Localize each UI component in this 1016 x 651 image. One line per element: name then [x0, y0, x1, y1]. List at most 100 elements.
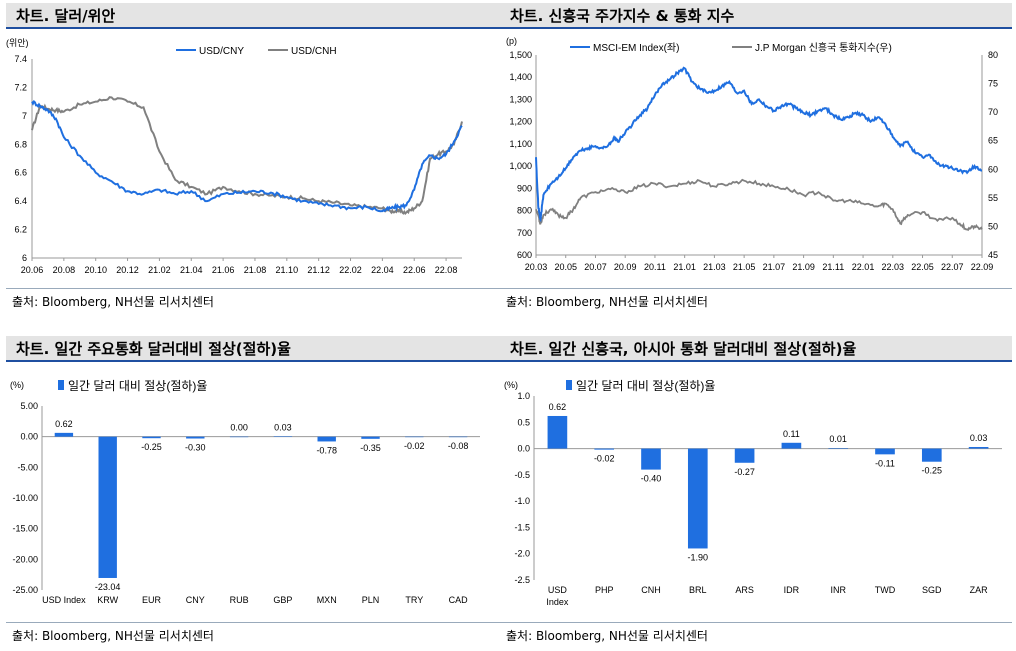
x-tick-label: 20.10	[84, 265, 107, 275]
x-tick-label: 22.04	[371, 265, 394, 275]
category-label: BRL	[689, 585, 707, 595]
category-label: RUB	[230, 595, 249, 605]
y-tick-label: -2.0	[514, 549, 530, 559]
y-tick-label: 6.8	[14, 139, 27, 149]
bar-php	[594, 448, 615, 450]
usdcny-chart: (위안) 6 6.2 6.4 6.6 6.8 7 7.2 7.4 20.06 20.08 20.10 2…	[6, 38, 463, 275]
y-tick-label: 5.00	[20, 401, 38, 411]
category-label: TRY	[405, 595, 423, 605]
bar-rub	[229, 436, 249, 438]
panel-major: 차트. 일간 주요통화 달러대비 절상(절하)율 (%) 일간 달러 대비 절상(…	[6, 336, 504, 648]
data-label: 0.62	[55, 419, 73, 429]
y-tick-label: 1.0	[517, 391, 530, 401]
data-label: -0.08	[448, 441, 469, 451]
bar-zar	[968, 446, 989, 449]
x-tick-label: 21.07	[763, 262, 786, 272]
x-tick-label: 20.09	[614, 262, 637, 272]
x-tick-label: 20.08	[53, 265, 76, 275]
y-left-tick-label: 1,500	[509, 50, 532, 60]
y-right-tick-label: 75	[988, 79, 998, 89]
bar-idr	[781, 442, 802, 449]
panel-title: 차트. 신흥국 주가지수 & 통화 지수	[500, 3, 1012, 29]
panel-title: 차트. 일간 주요통화 달러대비 절상(절하)율	[6, 336, 504, 362]
bar-inr	[828, 448, 849, 449]
x-tick-label: 21.06	[212, 265, 235, 275]
legend-swatch	[58, 380, 64, 390]
bar-pln	[361, 436, 380, 439]
x-tick-label: 22.01	[852, 262, 875, 272]
category-label: KRW	[97, 595, 118, 605]
data-label: 0.11	[783, 429, 800, 439]
y-left-tick-label: 1,200	[509, 117, 532, 127]
x-tick-label: 21.02	[148, 265, 171, 275]
panel-em: 차트. 일간 신흥국, 아시아 통화 달러대비 절상(절하)율 (%) 일간 달러…	[500, 336, 1012, 648]
category-label: PHP	[595, 585, 614, 595]
data-label: -1.90	[688, 552, 709, 562]
data-label: -0.02	[404, 441, 425, 451]
x-tick-label: 22.07	[941, 262, 964, 272]
y-tick-label: -15.00	[12, 524, 38, 534]
y-tick-label: -1.5	[514, 522, 530, 532]
unit-label: (위안)	[6, 38, 29, 48]
x-tick-label: 21.05	[733, 262, 756, 272]
category-label: CNY	[186, 595, 205, 605]
legend-label: J.P Morgan 신흥국 통화지수(우)	[755, 41, 892, 54]
category-label: CNH	[641, 585, 661, 595]
series-line-usd-cnh	[31, 96, 463, 216]
category-label: ZAR	[970, 585, 989, 595]
x-tick-label: 20.05	[554, 262, 577, 272]
data-label: -0.35	[360, 443, 381, 453]
y-right-tick-label: 50	[988, 221, 998, 231]
x-tick-label: 21.08	[244, 265, 267, 275]
data-label: 0.03	[274, 422, 292, 432]
bar-sgd	[921, 448, 942, 462]
data-label: -0.25	[922, 466, 943, 476]
y-right-tick-label: 70	[988, 107, 998, 117]
x-tick-label: 21.01	[673, 262, 696, 272]
x-tick-label: 20.07	[584, 262, 607, 272]
category-label: PLN	[362, 595, 380, 605]
x-tick-label: 21.10	[276, 265, 299, 275]
series-line-jpm-em-currency	[535, 178, 983, 232]
x-tick-label: 20.03	[525, 262, 548, 272]
data-label: -0.30	[185, 443, 206, 453]
y-tick-label: 0.00	[20, 432, 38, 442]
x-tick-label: 20.06	[21, 265, 44, 275]
y-tick-label: 6.6	[14, 168, 27, 178]
bar-ars	[734, 448, 755, 463]
y-left-tick-label: 800	[517, 206, 532, 216]
msci-chart: (p) 600 700 800 900 1,000 1,100 1,200 1,300 1,400…	[506, 36, 998, 272]
bar-usd-index	[547, 415, 568, 449]
data-label: 0.01	[829, 434, 847, 444]
category-label: GBP	[273, 595, 292, 605]
y-tick-label: -2.5	[514, 575, 530, 585]
data-label: 0.62	[549, 402, 567, 412]
data-label: -0.78	[316, 445, 337, 455]
legend-label: 일간 달러 대비 절상(절하)율	[68, 379, 207, 393]
category-label: IDR	[784, 585, 800, 595]
y-tick-label: -20.00	[12, 554, 38, 564]
category-label: SGD	[922, 585, 942, 595]
y-tick-label: 6	[22, 253, 27, 263]
panel-msci: 차트. 신흥국 주가지수 & 통화 지수 (p) 600 700 800 900 1,00…	[500, 3, 1012, 313]
legend-label: MSCI-EM Index(좌)	[593, 42, 679, 54]
panel-title: 차트. 달러/위안	[6, 3, 504, 29]
em-bar-chart: (%) 일간 달러 대비 절상(절하)율 1.0 0.5 0.0 -0.5 -1.0 -1.5…	[504, 379, 1002, 607]
data-label: -0.40	[641, 474, 662, 484]
y-right-tick-label: 65	[988, 136, 998, 146]
x-tick-label: 22.02	[339, 265, 362, 275]
y-right-tick-label: 80	[988, 50, 998, 60]
y-right-tick-label: 55	[988, 193, 998, 203]
bar-twd	[875, 448, 895, 455]
x-tick-label: 21.11	[822, 262, 844, 272]
bar-krw	[98, 436, 117, 578]
data-label: -0.02	[594, 454, 615, 464]
data-label: 0.00	[230, 423, 248, 433]
bar-mxn	[317, 436, 336, 442]
source-note: 출처: Bloomberg, NH선물 리서치센터	[506, 295, 708, 309]
x-tick-label: 21.04	[180, 265, 203, 275]
y-tick-label: -1.0	[514, 496, 530, 506]
x-tick-label: 20.12	[116, 265, 139, 275]
x-tick-label: 22.03	[882, 262, 905, 272]
category-label: CAD	[449, 595, 469, 605]
